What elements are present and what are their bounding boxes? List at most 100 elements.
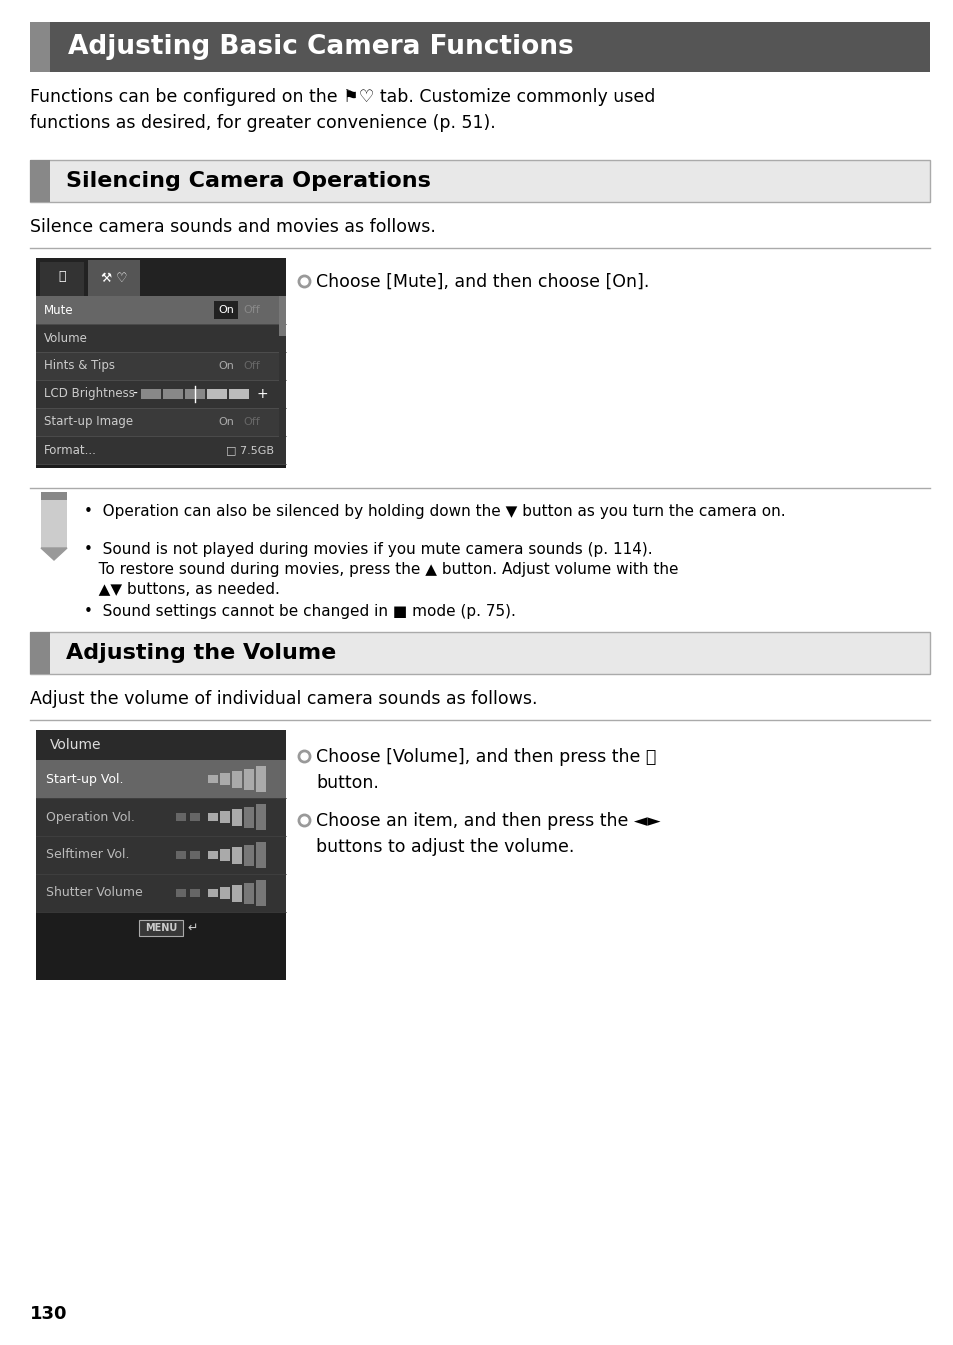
Bar bbox=[36, 730, 286, 760]
Bar bbox=[36, 874, 286, 912]
Bar bbox=[220, 773, 230, 785]
Bar bbox=[244, 845, 253, 865]
Bar bbox=[185, 389, 205, 399]
Bar bbox=[190, 812, 200, 820]
Text: Selftimer Vol.: Selftimer Vol. bbox=[46, 849, 130, 862]
Bar bbox=[36, 798, 286, 837]
Bar bbox=[36, 730, 286, 981]
Bar bbox=[36, 324, 286, 352]
Bar bbox=[278, 296, 286, 336]
Bar bbox=[207, 389, 227, 399]
Bar bbox=[175, 775, 186, 783]
Bar bbox=[30, 632, 929, 674]
Bar bbox=[244, 807, 253, 827]
Text: ⚒ ♡: ⚒ ♡ bbox=[101, 272, 127, 285]
Bar bbox=[175, 889, 186, 897]
Text: On: On bbox=[218, 360, 233, 371]
Bar bbox=[141, 389, 161, 399]
Bar bbox=[190, 775, 200, 783]
Bar bbox=[30, 160, 929, 202]
Text: Choose [Volume], and then press the ⓞ
button.: Choose [Volume], and then press the ⓞ bu… bbox=[315, 748, 656, 792]
Text: •  Operation can also be silenced by holding down the ▼ button as you turn the c: • Operation can also be silenced by hold… bbox=[84, 504, 785, 519]
Bar bbox=[229, 389, 249, 399]
Bar bbox=[244, 882, 253, 904]
Bar bbox=[220, 849, 230, 861]
Bar bbox=[139, 920, 183, 936]
Bar bbox=[36, 258, 286, 296]
Text: On: On bbox=[218, 417, 233, 426]
Text: Off: Off bbox=[243, 360, 260, 371]
Bar bbox=[30, 160, 50, 202]
Bar bbox=[220, 811, 230, 823]
Bar bbox=[175, 851, 186, 859]
Text: Volume: Volume bbox=[44, 331, 88, 344]
Text: Start-up Image: Start-up Image bbox=[44, 416, 133, 429]
Text: Choose [Mute], and then choose [On].: Choose [Mute], and then choose [On]. bbox=[315, 273, 649, 291]
Bar bbox=[175, 812, 186, 820]
Text: Adjusting Basic Camera Functions: Adjusting Basic Camera Functions bbox=[68, 34, 573, 61]
Bar bbox=[36, 837, 286, 874]
Bar bbox=[208, 775, 218, 783]
Bar bbox=[30, 22, 50, 73]
Bar bbox=[190, 889, 200, 897]
Text: ↵: ↵ bbox=[187, 921, 197, 935]
Bar bbox=[88, 260, 140, 299]
Text: Off: Off bbox=[243, 305, 260, 315]
Bar bbox=[163, 389, 183, 399]
Bar bbox=[36, 258, 286, 468]
Text: Operation Vol.: Operation Vol. bbox=[46, 811, 134, 823]
Text: 📷: 📷 bbox=[58, 270, 66, 284]
Bar bbox=[36, 381, 286, 408]
Bar bbox=[232, 885, 242, 901]
Text: Volume: Volume bbox=[50, 738, 101, 752]
Bar bbox=[220, 886, 230, 898]
Bar bbox=[41, 492, 67, 500]
Text: Adjust the volume of individual camera sounds as follows.: Adjust the volume of individual camera s… bbox=[30, 690, 537, 707]
Text: On: On bbox=[218, 305, 233, 315]
Bar bbox=[232, 808, 242, 826]
Text: -: - bbox=[132, 387, 137, 401]
Text: MENU: MENU bbox=[145, 923, 177, 933]
Bar bbox=[255, 842, 266, 868]
Text: Hints & Tips: Hints & Tips bbox=[44, 359, 115, 373]
Bar bbox=[255, 880, 266, 907]
Text: •  Sound is not played during movies if you mute camera sounds (p. 114).
   To r: • Sound is not played during movies if y… bbox=[84, 542, 678, 597]
Text: Format...: Format... bbox=[44, 444, 97, 456]
Bar bbox=[208, 812, 218, 820]
Text: Functions can be configured on the ⚑♡ tab. Customize commonly used
functions as : Functions can be configured on the ⚑♡ ta… bbox=[30, 87, 655, 132]
Bar bbox=[50, 22, 929, 73]
Text: •  Sound settings cannot be changed in ■ mode (p. 75).: • Sound settings cannot be changed in ■ … bbox=[84, 604, 516, 619]
Bar bbox=[213, 301, 237, 319]
Bar bbox=[36, 296, 286, 324]
Bar bbox=[36, 408, 286, 436]
Text: Silencing Camera Operations: Silencing Camera Operations bbox=[66, 171, 431, 191]
Text: Mute: Mute bbox=[44, 304, 73, 316]
Bar bbox=[208, 889, 218, 897]
Bar bbox=[40, 262, 84, 296]
Text: Adjusting the Volume: Adjusting the Volume bbox=[66, 643, 335, 663]
Polygon shape bbox=[41, 547, 67, 560]
Text: +: + bbox=[256, 387, 269, 401]
Bar bbox=[36, 912, 286, 981]
Bar bbox=[255, 804, 266, 830]
Bar bbox=[190, 851, 200, 859]
Text: 130: 130 bbox=[30, 1305, 68, 1323]
Text: Start-up Vol.: Start-up Vol. bbox=[46, 772, 123, 785]
Bar bbox=[36, 352, 286, 381]
Bar bbox=[255, 767, 266, 792]
Bar bbox=[30, 632, 50, 674]
Bar bbox=[36, 760, 286, 798]
Text: Shutter Volume: Shutter Volume bbox=[46, 886, 143, 900]
Bar bbox=[278, 296, 286, 464]
Text: Silence camera sounds and movies as follows.: Silence camera sounds and movies as foll… bbox=[30, 218, 436, 235]
Bar bbox=[36, 436, 286, 464]
Bar bbox=[41, 500, 67, 547]
Text: Off: Off bbox=[243, 417, 260, 426]
Bar bbox=[232, 846, 242, 863]
Bar bbox=[208, 851, 218, 859]
Bar bbox=[244, 768, 253, 790]
Text: Choose an item, and then press the ◄►
buttons to adjust the volume.: Choose an item, and then press the ◄► bu… bbox=[315, 812, 659, 857]
Bar bbox=[232, 771, 242, 788]
Text: □ 7.5GB: □ 7.5GB bbox=[226, 445, 274, 455]
Text: LCD Brightness: LCD Brightness bbox=[44, 387, 134, 401]
